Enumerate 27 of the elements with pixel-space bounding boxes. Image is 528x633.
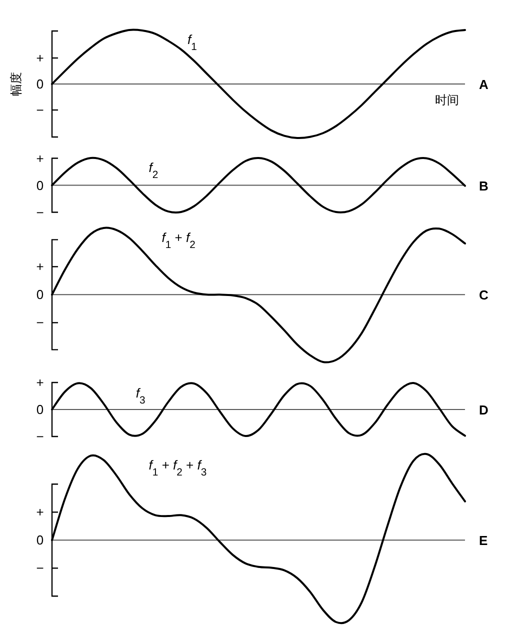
text: E [479,533,488,548]
text: + [36,504,44,520]
text: − [36,315,44,330]
text: + [36,150,44,166]
text: 0 [36,532,44,548]
text: − [36,429,44,444]
x-axis-title: 时间 [435,93,459,107]
text: − [36,102,44,118]
text: 0 [36,402,44,417]
text: − [36,560,44,576]
text: − [36,204,44,220]
series-label: f$_{1}$ + f$_{2}$ [162,230,196,250]
text: + [36,50,44,66]
text: A [479,77,489,92]
y-axis-title: 幅度 [9,72,23,96]
series-label: f$_{1}$ [188,32,198,52]
text: 0 [36,76,44,92]
text: 0 [36,178,44,193]
series-label: f$_{1}$ + f$_{2}$ + f$_{3}$ [148,458,207,478]
text: 0 [36,287,44,302]
series-label: f$_{2}$ [148,160,158,180]
text: B [479,178,488,194]
series-label: f$_{3}$ [136,385,146,406]
text: + [36,259,44,274]
text: C [479,288,489,303]
text: + [36,375,44,390]
text: D [479,402,488,418]
